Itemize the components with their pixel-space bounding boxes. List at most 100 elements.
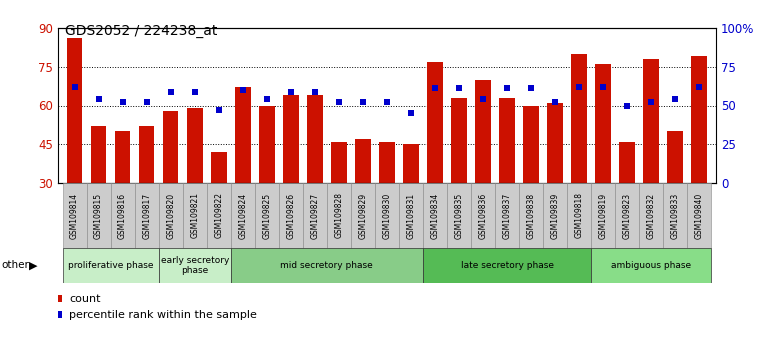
Text: GSM109816: GSM109816 bbox=[118, 193, 127, 239]
Bar bbox=[591, 183, 615, 248]
Text: ▶: ▶ bbox=[28, 261, 37, 270]
Text: GSM109831: GSM109831 bbox=[407, 193, 416, 239]
Bar bbox=[135, 183, 159, 248]
Bar bbox=[547, 103, 563, 183]
Bar bbox=[259, 105, 275, 183]
Point bbox=[116, 99, 129, 105]
Point bbox=[573, 84, 585, 90]
Text: GSM109823: GSM109823 bbox=[623, 193, 631, 239]
Text: GSM109839: GSM109839 bbox=[551, 192, 560, 239]
Bar bbox=[668, 131, 683, 183]
Text: GSM109833: GSM109833 bbox=[671, 192, 680, 239]
Bar bbox=[355, 139, 370, 183]
Text: GSM109840: GSM109840 bbox=[695, 192, 704, 239]
Text: GSM109815: GSM109815 bbox=[94, 193, 103, 239]
Point bbox=[140, 99, 152, 105]
Text: GSM109829: GSM109829 bbox=[358, 193, 367, 239]
Text: GSM109820: GSM109820 bbox=[166, 193, 176, 239]
Point bbox=[429, 86, 441, 91]
Bar bbox=[471, 183, 495, 248]
Point bbox=[309, 89, 321, 95]
Point bbox=[189, 89, 201, 95]
Bar bbox=[235, 87, 250, 183]
Bar bbox=[163, 111, 179, 183]
Bar bbox=[231, 183, 255, 248]
Bar bbox=[615, 183, 639, 248]
Text: GSM109836: GSM109836 bbox=[478, 192, 487, 239]
Bar bbox=[495, 183, 519, 248]
Bar bbox=[571, 54, 587, 183]
Point bbox=[405, 110, 417, 116]
Bar bbox=[644, 59, 659, 183]
Point bbox=[501, 86, 514, 91]
Point bbox=[236, 87, 249, 93]
Bar bbox=[206, 183, 231, 248]
Text: GSM109835: GSM109835 bbox=[454, 192, 464, 239]
Point bbox=[477, 97, 489, 102]
Bar bbox=[351, 183, 375, 248]
Text: GSM109814: GSM109814 bbox=[70, 193, 79, 239]
Bar bbox=[115, 131, 130, 183]
Text: GSM109828: GSM109828 bbox=[334, 193, 343, 239]
Bar bbox=[595, 64, 611, 183]
Text: GDS2052 / 224238_at: GDS2052 / 224238_at bbox=[65, 24, 218, 38]
Bar bbox=[187, 108, 203, 183]
Bar bbox=[399, 183, 423, 248]
Bar bbox=[379, 142, 395, 183]
Text: GSM109821: GSM109821 bbox=[190, 193, 199, 239]
Point bbox=[549, 99, 561, 105]
Point bbox=[333, 99, 345, 105]
Text: GSM109824: GSM109824 bbox=[238, 193, 247, 239]
Point bbox=[597, 84, 609, 90]
Bar bbox=[283, 95, 299, 183]
Bar bbox=[447, 183, 471, 248]
Bar bbox=[524, 105, 539, 183]
Bar bbox=[91, 126, 106, 183]
Bar bbox=[211, 152, 226, 183]
Bar bbox=[86, 183, 111, 248]
Point bbox=[69, 84, 81, 90]
Text: count: count bbox=[69, 294, 101, 304]
Point bbox=[621, 103, 634, 108]
Bar bbox=[688, 183, 711, 248]
Bar bbox=[279, 183, 303, 248]
Bar bbox=[231, 248, 423, 283]
Text: GSM109818: GSM109818 bbox=[574, 193, 584, 239]
Text: GSM109838: GSM109838 bbox=[527, 193, 536, 239]
Text: ambiguous phase: ambiguous phase bbox=[611, 261, 691, 270]
Text: GSM109837: GSM109837 bbox=[503, 192, 511, 239]
Bar bbox=[307, 95, 323, 183]
Bar bbox=[62, 183, 86, 248]
Point bbox=[357, 99, 369, 105]
Bar bbox=[619, 142, 635, 183]
Bar bbox=[111, 183, 135, 248]
Text: GSM109822: GSM109822 bbox=[214, 193, 223, 239]
Text: GSM109834: GSM109834 bbox=[430, 192, 440, 239]
Bar bbox=[567, 183, 591, 248]
Text: proliferative phase: proliferative phase bbox=[68, 261, 153, 270]
Bar bbox=[255, 183, 279, 248]
Point bbox=[693, 84, 705, 90]
Bar bbox=[331, 142, 347, 183]
Bar bbox=[423, 248, 591, 283]
Text: GSM109832: GSM109832 bbox=[647, 193, 656, 239]
Point bbox=[525, 86, 537, 91]
Text: GSM109826: GSM109826 bbox=[286, 193, 296, 239]
Point bbox=[669, 97, 681, 102]
Bar bbox=[139, 126, 155, 183]
Text: GSM109827: GSM109827 bbox=[310, 193, 320, 239]
Point bbox=[285, 89, 297, 95]
Bar bbox=[375, 183, 399, 248]
Bar bbox=[639, 183, 663, 248]
Bar bbox=[519, 183, 543, 248]
Bar bbox=[499, 98, 515, 183]
Text: late secretory phase: late secretory phase bbox=[460, 261, 554, 270]
Text: GSM109817: GSM109817 bbox=[142, 193, 151, 239]
Bar bbox=[427, 62, 443, 183]
Point bbox=[260, 97, 273, 102]
Bar bbox=[303, 183, 326, 248]
Bar bbox=[475, 80, 490, 183]
Bar bbox=[423, 183, 447, 248]
Bar bbox=[62, 248, 159, 283]
Bar bbox=[663, 183, 688, 248]
